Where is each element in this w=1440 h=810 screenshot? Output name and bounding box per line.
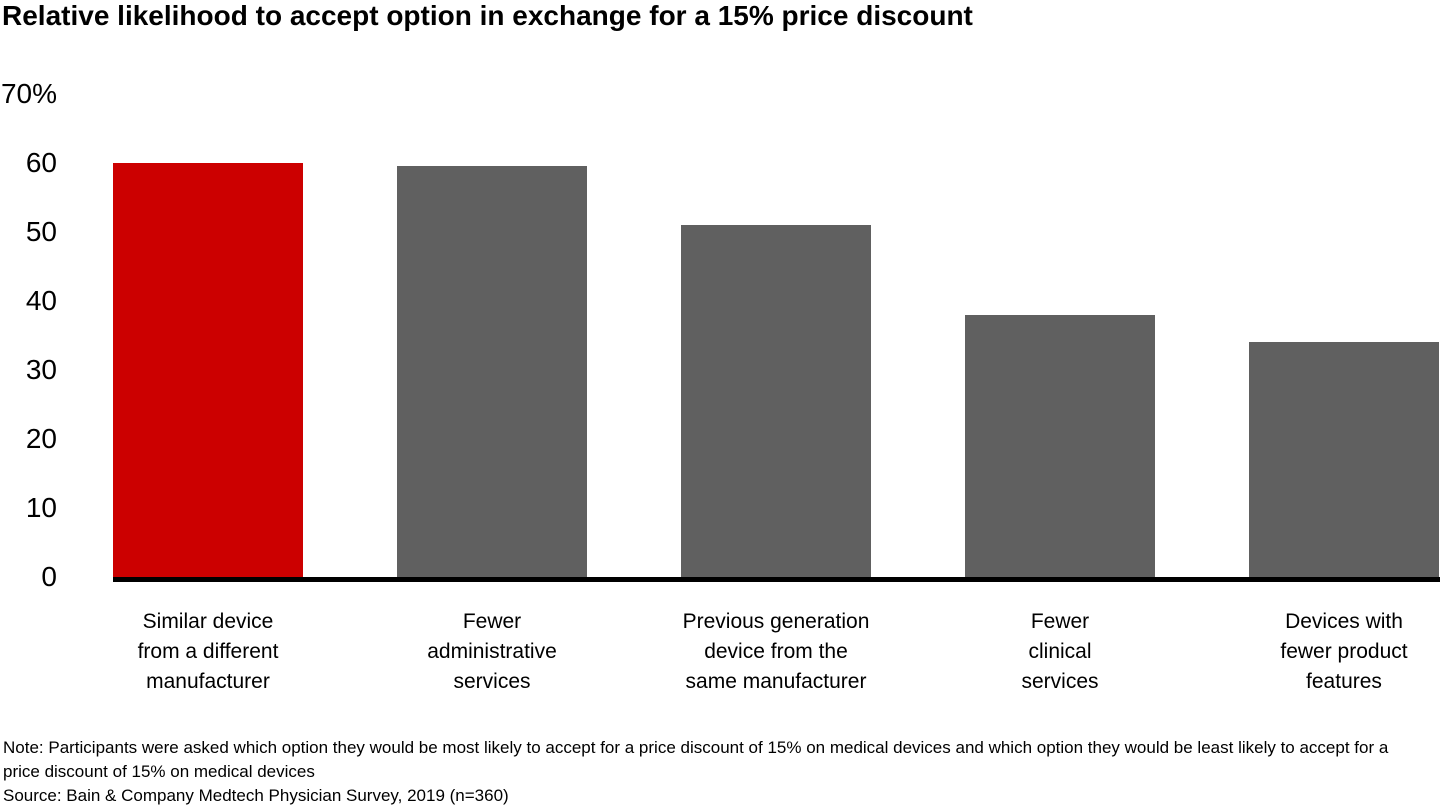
y-tick-label: 60	[25, 147, 57, 178]
category-label: Devices with fewer product features	[1280, 610, 1408, 693]
y-tick-label: 30	[25, 354, 57, 385]
y-tick-label: 70%	[0, 78, 57, 109]
category-label: Fewer administrative services	[427, 610, 557, 693]
chart-title: Relative likelihood to accept option in …	[2, 0, 973, 31]
y-tick-label: 50	[25, 216, 57, 247]
bar-5	[1249, 342, 1439, 577]
footnote-block: Note: Participants were asked which opti…	[3, 736, 1403, 808]
y-tick-label: 40	[25, 285, 57, 316]
category-label: Fewer clinical services	[1021, 610, 1099, 693]
bar-3	[681, 225, 871, 577]
bar-2	[397, 166, 587, 577]
y-tick-label: 10	[25, 492, 57, 523]
bar-1	[113, 163, 303, 577]
y-tick-label: 0	[41, 561, 57, 592]
y-tick-label: 20	[25, 423, 57, 454]
category-label: Previous generation device from the same…	[682, 610, 870, 693]
source-text: Source: Bain & Company Medtech Physician…	[3, 786, 509, 805]
note-text: Note: Participants were asked which opti…	[3, 738, 1389, 781]
category-label: Similar device from a different manufact…	[137, 610, 279, 693]
x-axis-line	[113, 577, 1440, 582]
bar-4	[965, 314, 1155, 577]
